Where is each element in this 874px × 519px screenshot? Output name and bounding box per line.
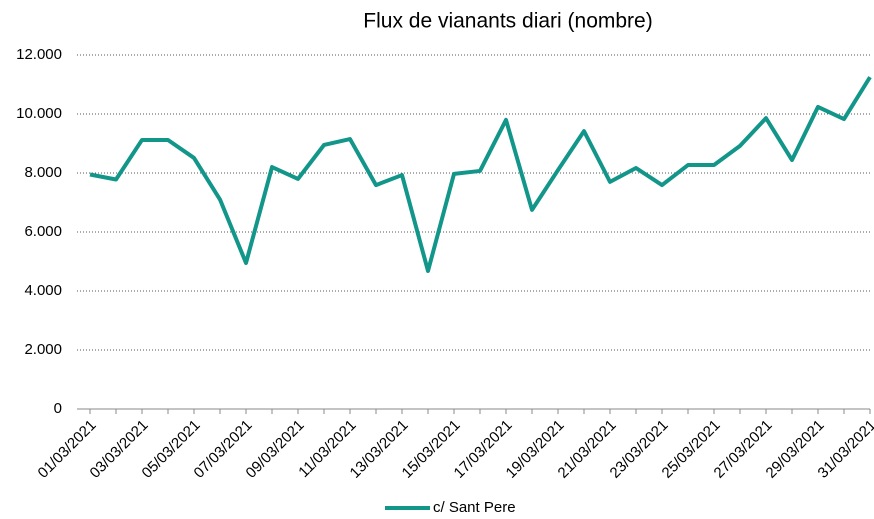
y-tick-label: 12.000 xyxy=(16,46,62,63)
y-tick-label: 4.000 xyxy=(24,282,62,299)
y-tick-label: 10.000 xyxy=(16,105,62,122)
line-series xyxy=(89,76,872,273)
y-tick-label: 0 xyxy=(54,400,62,417)
y-tick-label: 2.000 xyxy=(24,341,62,358)
y-tick-label: 6.000 xyxy=(24,223,62,240)
chart-title: Flux de vianants diari (nombre) xyxy=(363,10,652,33)
y-tick-label: 8.000 xyxy=(24,164,62,181)
legend-label: c/ Sant Pere xyxy=(433,499,516,516)
